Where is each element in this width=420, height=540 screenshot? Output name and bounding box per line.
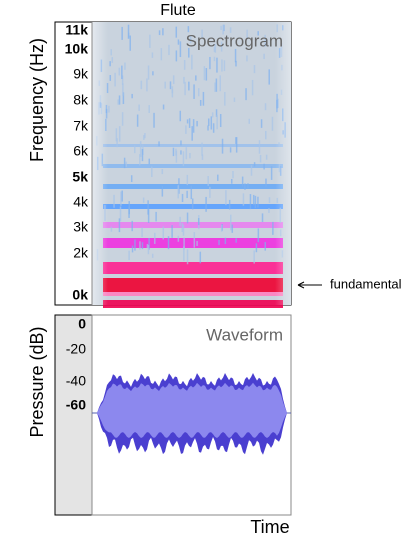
frequency-tick-label: 0k — [72, 287, 88, 303]
frequency-tick-label: 2k — [73, 245, 89, 261]
frequency-tick-label: 10k — [65, 41, 89, 57]
frequency-tick-label: 9k — [73, 66, 89, 82]
frequency-tick-label: 5k — [72, 169, 88, 185]
pressure-tick-label: -60 — [66, 397, 86, 413]
frequency-tick-label: 11k — [65, 22, 88, 38]
frequency-tick-label: 6k — [73, 143, 89, 159]
frequency-axis-label: Frequency (Hz) — [27, 38, 47, 162]
pressure-tick-label: -20 — [66, 341, 86, 357]
frequency-tick-label: 8k — [73, 92, 89, 108]
spectrogram-fade — [92, 22, 291, 305]
spectrogram-label: Spectrogram — [186, 31, 283, 50]
pressure-tick-label: 0 — [78, 316, 86, 332]
title: Flute — [160, 2, 196, 19]
pressure-tick-label: -40 — [66, 373, 86, 389]
frequency-tick-label: 4k — [73, 194, 89, 210]
waveform-body — [97, 382, 287, 438]
annotation: fundamental — [330, 276, 402, 291]
annotation-arrowhead — [297, 281, 305, 289]
waveform-label: Waveform — [206, 325, 283, 344]
pressure-axis-label: Pressure (dB) — [27, 326, 47, 437]
frequency-tick-label: 3k — [73, 219, 89, 235]
x-axis-label: Time — [250, 517, 289, 537]
frequency-tick-label: 7k — [73, 118, 89, 134]
